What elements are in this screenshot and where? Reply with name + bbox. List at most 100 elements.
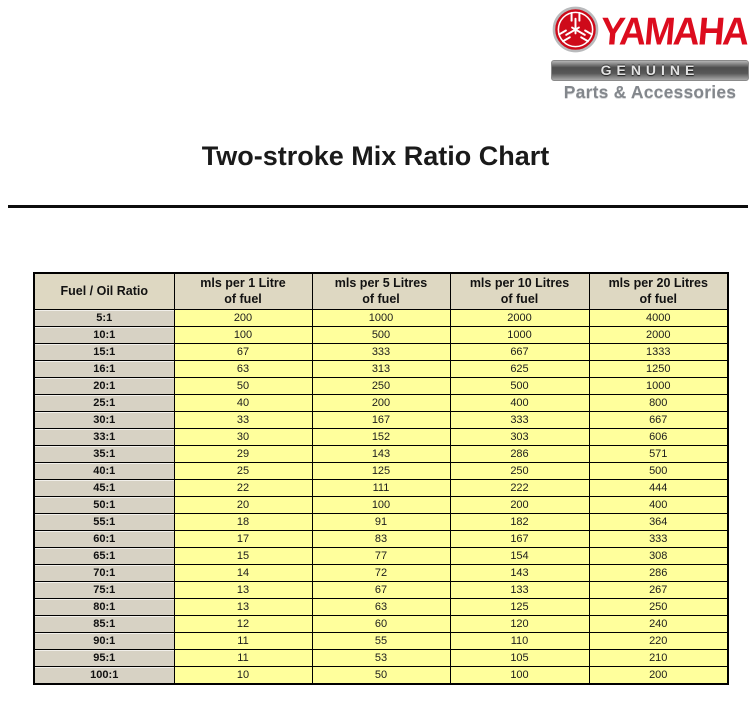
header-row: Fuel / Oil Ratio mls per 1 Litre of fuel… [33,272,729,310]
value-cell: 133 [449,580,590,599]
value-cell: 143 [449,563,590,582]
value-cell: 11 [173,631,313,650]
col-header-line1: mls per 1 Litre [200,276,286,290]
value-cell: 100 [311,495,451,514]
yamaha-logo-row: YAMAHA [551,6,750,57]
value-cell: 286 [588,563,729,582]
ratio-cell: 60:1 [33,529,175,548]
value-cell: 120 [449,614,590,633]
value-cell: 17 [173,529,313,548]
value-cell: 63 [173,359,313,378]
yamaha-logo: YAMAHA GENUINE Parts & Accessories [551,6,750,103]
ratio-cell: 70:1 [33,563,175,582]
mix-ratio-table: Fuel / Oil Ratio mls per 1 Litre of fuel… [33,272,729,685]
value-cell: 1000 [588,376,729,395]
table-row: 30:1 33 167 333 667 [33,410,729,429]
table-row: 25:1 40 200 400 800 [33,393,729,412]
value-cell: 500 [588,461,729,480]
value-cell: 77 [311,546,451,565]
value-cell: 14 [173,563,313,582]
value-cell: 29 [173,444,313,463]
value-cell: 240 [588,614,729,633]
value-cell: 2000 [588,325,729,344]
value-cell: 286 [449,444,590,463]
table-row: 95:1 11 53 105 210 [33,648,729,667]
ratio-cell: 16:1 [33,359,175,378]
value-cell: 15 [173,546,313,565]
value-cell: 400 [449,393,590,412]
table-row: 75:1 13 67 133 267 [33,580,729,599]
value-cell: 364 [588,512,729,531]
value-cell: 67 [311,580,451,599]
table-row: 90:1 11 55 110 220 [33,631,729,650]
value-cell: 167 [449,529,590,548]
value-cell: 308 [588,546,729,565]
table-row: 100:1 10 50 100 200 [33,665,729,684]
table-row: 35:1 29 143 286 571 [33,444,729,463]
ratio-cell: 35:1 [33,444,175,463]
genuine-banner: GENUINE [551,60,749,81]
value-cell: 91 [311,512,451,531]
col-header-line1: mls per 20 Litres [608,276,708,290]
value-cell: 60 [311,614,451,633]
ratio-cell: 5:1 [33,308,175,327]
value-cell: 220 [588,631,729,650]
table-row: 15:1 67 333 667 1333 [33,342,729,361]
col-header-line2: of fuel [224,292,262,307]
value-cell: 110 [449,631,590,650]
table-row: 50:1 20 100 200 400 [33,495,729,514]
value-cell: 313 [311,359,451,378]
ratio-cell: 65:1 [33,546,175,565]
ratio-cell: 10:1 [33,325,175,344]
value-cell: 200 [173,308,313,327]
value-cell: 500 [311,325,451,344]
ratio-cell: 95:1 [33,648,175,667]
value-cell: 11 [173,648,313,667]
value-cell: 13 [173,597,313,616]
value-cell: 67 [173,342,313,361]
value-cell: 625 [449,359,590,378]
value-cell: 333 [311,342,451,361]
yamaha-brand-text: YAMAHA [598,9,750,53]
ratio-cell: 90:1 [33,631,175,650]
value-cell: 125 [311,461,451,480]
value-cell: 18 [173,512,313,531]
value-cell: 72 [311,563,451,582]
value-cell: 500 [449,376,590,395]
col-header-20l: mls per 20 Litres of fuel [588,272,729,310]
value-cell: 250 [449,461,590,480]
value-cell: 800 [588,393,729,412]
ratio-cell: 100:1 [33,665,175,684]
value-cell: 152 [311,427,451,446]
value-cell: 50 [173,376,313,395]
value-cell: 2000 [449,308,590,327]
table-row: 80:1 13 63 125 250 [33,597,729,616]
page-title: Two-stroke Mix Ratio Chart [201,141,550,171]
value-cell: 4000 [588,308,729,327]
ratio-cell: 80:1 [33,597,175,616]
col-header-5l: mls per 5 Litres of fuel [311,272,451,310]
value-cell: 182 [449,512,590,531]
value-cell: 200 [311,393,451,412]
value-cell: 105 [449,648,590,667]
title-divider [8,205,748,208]
ratio-cell: 85:1 [33,614,175,633]
ratio-cell: 75:1 [33,580,175,599]
value-cell: 63 [311,597,451,616]
value-cell: 1000 [311,308,451,327]
table-row: 60:1 17 83 167 333 [33,529,729,548]
table-row: 45:1 22 111 222 444 [33,478,729,497]
value-cell: 33 [173,410,313,429]
value-cell: 53 [311,648,451,667]
col-header-1l: mls per 1 Litre of fuel [173,272,313,310]
value-cell: 1250 [588,359,729,378]
col-header-line1: mls per 5 Litres [334,276,428,290]
value-cell: 250 [311,376,451,395]
value-cell: 210 [588,648,729,667]
value-cell: 303 [449,427,590,446]
col-header-ratio: Fuel / Oil Ratio [33,272,175,310]
value-cell: 125 [449,597,590,616]
value-cell: 200 [449,495,590,514]
value-cell: 40 [173,393,313,412]
table-row: 5:1 200 1000 2000 4000 [33,308,729,327]
